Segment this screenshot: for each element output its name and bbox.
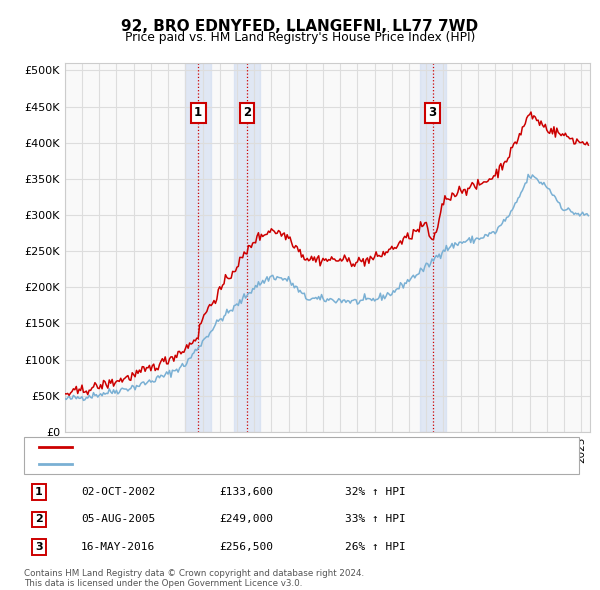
Text: 05-AUG-2005: 05-AUG-2005: [81, 514, 155, 525]
Text: 2: 2: [35, 514, 43, 525]
Text: Price paid vs. HM Land Registry's House Price Index (HPI): Price paid vs. HM Land Registry's House …: [125, 31, 475, 44]
Text: Contains HM Land Registry data © Crown copyright and database right 2024.: Contains HM Land Registry data © Crown c…: [24, 569, 364, 578]
Text: £256,500: £256,500: [219, 542, 273, 552]
Text: This data is licensed under the Open Government Licence v3.0.: This data is licensed under the Open Gov…: [24, 579, 302, 588]
Text: 92, BRO EDNYFED, LLANGEFNI, LL77 7WD (detached house): 92, BRO EDNYFED, LLANGEFNI, LL77 7WD (de…: [78, 442, 408, 451]
Text: 92, BRO EDNYFED, LLANGEFNI, LL77 7WD: 92, BRO EDNYFED, LLANGEFNI, LL77 7WD: [121, 19, 479, 34]
Text: 26% ↑ HPI: 26% ↑ HPI: [345, 542, 406, 552]
Text: 33% ↑ HPI: 33% ↑ HPI: [345, 514, 406, 525]
Text: HPI: Average price, detached house, Isle of Anglesey: HPI: Average price, detached house, Isle…: [78, 459, 367, 468]
Text: 2: 2: [243, 106, 251, 119]
Text: £133,600: £133,600: [219, 487, 273, 497]
Bar: [234, 63, 260, 432]
Text: 32% ↑ HPI: 32% ↑ HPI: [345, 487, 406, 497]
Text: 1: 1: [35, 487, 43, 497]
Text: 3: 3: [428, 106, 437, 119]
Text: 3: 3: [35, 542, 43, 552]
Text: 16-MAY-2016: 16-MAY-2016: [81, 542, 155, 552]
Text: £249,000: £249,000: [219, 514, 273, 525]
Text: 1: 1: [194, 106, 202, 119]
Text: 02-OCT-2002: 02-OCT-2002: [81, 487, 155, 497]
Bar: [420, 63, 446, 432]
Bar: [185, 63, 211, 432]
